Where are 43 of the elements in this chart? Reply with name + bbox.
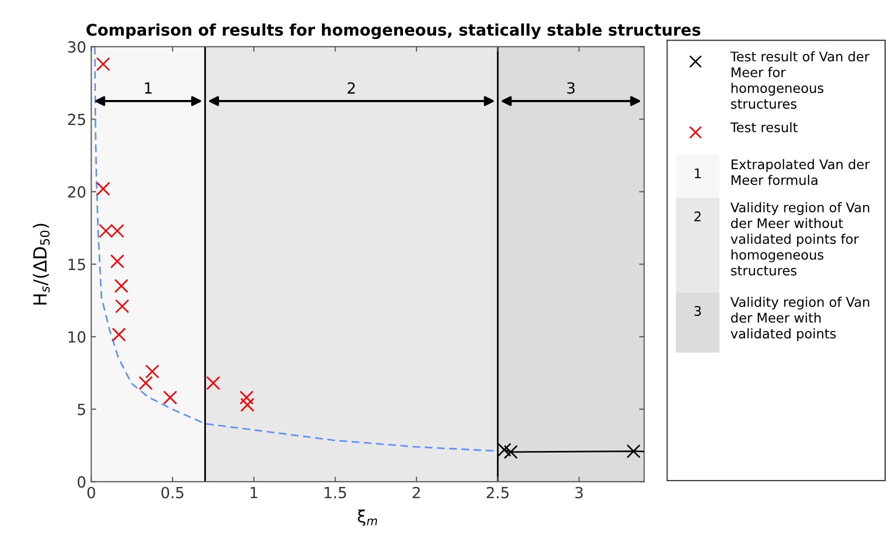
y-tick-label: 10	[68, 331, 86, 343]
x-tick-label: 3	[575, 486, 583, 498]
x-tick-label: 2.5	[486, 486, 509, 498]
point	[96, 182, 110, 196]
y-tick-label: 5	[78, 404, 86, 416]
point	[163, 390, 178, 405]
y-tick-label: 15	[68, 258, 86, 270]
point	[240, 398, 254, 412]
point	[145, 364, 160, 379]
text: 3	[694, 306, 701, 316]
x-tick-label: 2	[412, 486, 420, 498]
text: 2	[694, 211, 701, 222]
text: Extrapolated Van der Meer formula	[732, 159, 870, 186]
point	[497, 442, 512, 457]
chart-title: Comparison of results for homogeneous, statically stable structures	[86, 23, 700, 40]
point	[504, 444, 518, 459]
x-tick-label: 1.5	[324, 487, 346, 498]
point	[626, 444, 641, 458]
y-tick-label: 20	[68, 186, 86, 198]
y-tick-label: 30	[68, 41, 86, 53]
x-axis-title: ξ$_{m}$	[358, 510, 378, 526]
band-label: 3	[567, 82, 575, 94]
y-tick-label: 0	[78, 476, 86, 488]
text: Validity region of Van der Meer without validated points for homogeneous structures	[730, 202, 870, 276]
x-tick-label: 0.5	[161, 486, 184, 498]
point	[112, 328, 126, 342]
point	[138, 376, 153, 390]
text: 1	[694, 168, 701, 178]
text: Validity region of Van der Meer with validated points	[730, 296, 870, 342]
band-label: 1	[144, 82, 152, 94]
y-tick-label: 25	[68, 114, 86, 126]
point	[96, 57, 110, 72]
y-axis-title: H$_{s}$/(ΔD$_{50}$)	[32, 224, 50, 304]
x-tick-label: 1	[250, 487, 258, 498]
x-tick-label: 0	[87, 486, 96, 498]
point	[115, 299, 130, 314]
point	[110, 254, 124, 268]
point	[240, 390, 254, 405]
legend-label: Test result	[730, 122, 798, 132]
point	[206, 376, 220, 390]
point	[114, 278, 128, 293]
legend-label: Test result of Van der Meer for homogeneous structures	[730, 51, 870, 109]
band-label: 2	[348, 82, 355, 94]
